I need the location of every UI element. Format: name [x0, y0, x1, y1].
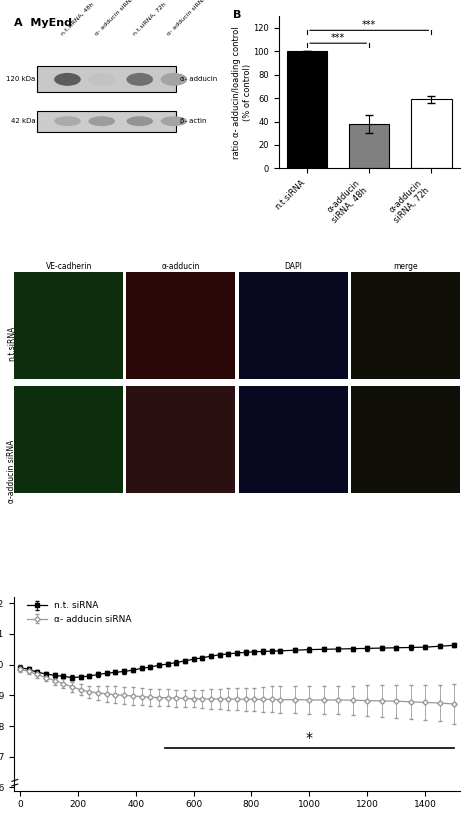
Title: merge: merge — [393, 262, 418, 271]
Text: β- actin: β- actin — [180, 118, 206, 124]
Ellipse shape — [127, 73, 153, 86]
Text: *: * — [306, 731, 313, 745]
Ellipse shape — [54, 117, 81, 126]
Legend: n.t. siRNA, α- adducin siRNA: n.t. siRNA, α- adducin siRNA — [23, 597, 135, 628]
Text: α- adducin siRNA, 48h: α- adducin siRNA, 48h — [94, 0, 147, 36]
Text: α- adducin siRNA, 72h: α- adducin siRNA, 72h — [166, 0, 219, 36]
Text: n.t.siRNA, 48h: n.t.siRNA, 48h — [60, 1, 95, 36]
Y-axis label: ratio α- adducin/loading control
(% of control): ratio α- adducin/loading control (% of c… — [232, 26, 252, 159]
Text: 120 kDa: 120 kDa — [6, 77, 35, 82]
Y-axis label: α-adducin siRNA: α-adducin siRNA — [7, 439, 16, 503]
Bar — [287, 51, 327, 168]
Title: DAPI: DAPI — [284, 262, 302, 271]
Ellipse shape — [54, 73, 81, 86]
Bar — [37, 67, 176, 92]
Text: ***: *** — [362, 20, 376, 29]
Ellipse shape — [161, 73, 187, 86]
Text: 42 kDa: 42 kDa — [10, 118, 35, 124]
Bar — [349, 124, 390, 168]
Ellipse shape — [88, 73, 115, 86]
Ellipse shape — [127, 117, 153, 126]
Y-axis label: n.t.siRNA: n.t.siRNA — [7, 326, 16, 361]
Ellipse shape — [88, 117, 115, 126]
Bar — [37, 111, 176, 132]
Text: A  MyEnd: A MyEnd — [14, 18, 72, 28]
Text: n.t.siRNA, 72h: n.t.siRNA, 72h — [132, 1, 167, 36]
Text: ***: *** — [331, 33, 345, 42]
Title: VE-cadherin: VE-cadherin — [46, 262, 92, 271]
Title: α-adducin: α-adducin — [162, 262, 200, 271]
Bar — [411, 99, 452, 168]
Text: α- adducin: α- adducin — [180, 77, 217, 82]
Ellipse shape — [161, 117, 187, 126]
Text: B: B — [233, 11, 242, 20]
